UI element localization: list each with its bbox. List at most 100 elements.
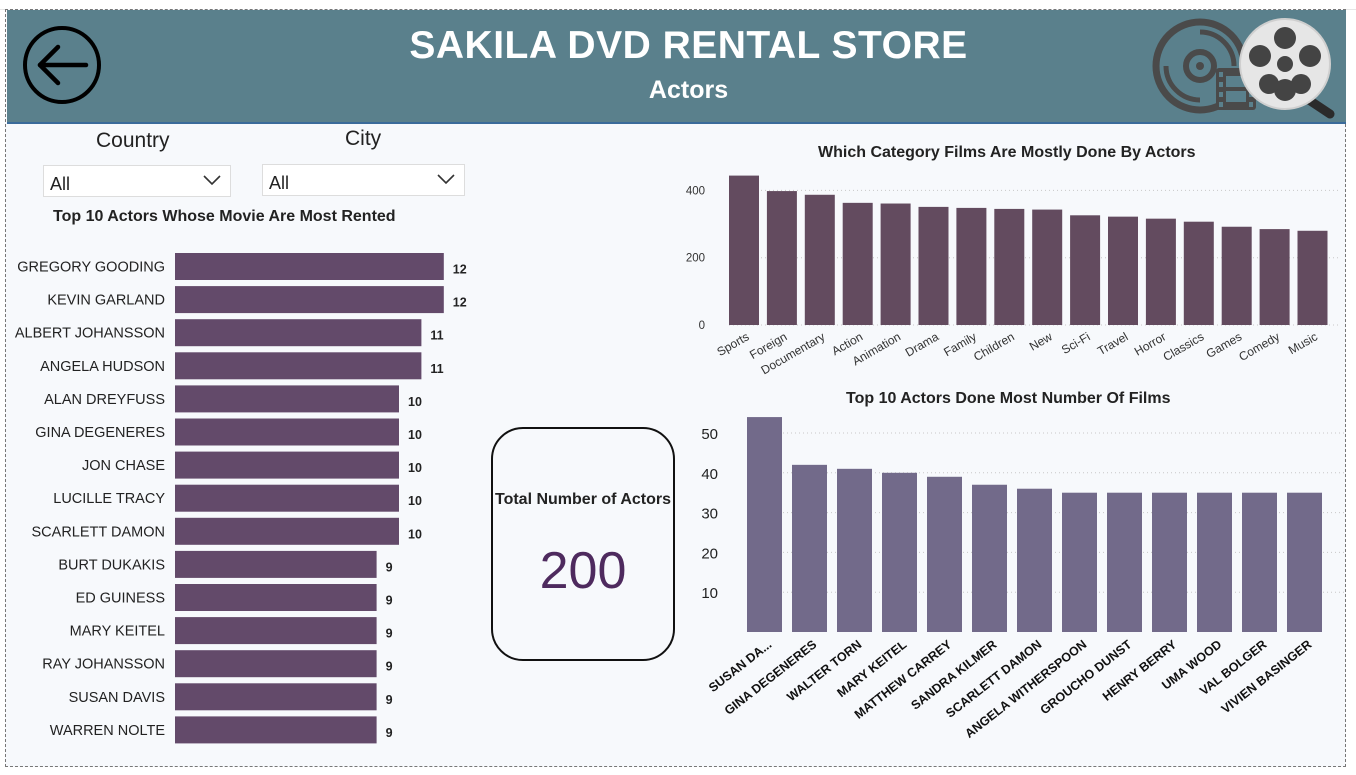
bar[interactable] — [927, 476, 962, 632]
bar[interactable] — [175, 319, 422, 347]
bar[interactable] — [1297, 230, 1328, 325]
bar[interactable] — [1152, 492, 1187, 632]
x-tick-label: Sci-Fi — [1059, 329, 1093, 356]
bar[interactable] — [729, 175, 759, 325]
bar[interactable] — [972, 484, 1007, 632]
data-label: 9 — [386, 693, 393, 707]
y-tick-label: GINA DEGENERES — [35, 425, 165, 441]
bar[interactable] — [175, 385, 399, 413]
y-tick-label: BURT DUKAKIS — [58, 557, 165, 573]
page-subtitle: Actors — [648, 76, 729, 104]
data-label: 12 — [453, 296, 467, 310]
city-dropdown-value: All — [269, 173, 290, 193]
total-actors-card: Total Number of Actors 200 — [491, 427, 675, 661]
bar[interactable] — [792, 464, 827, 632]
y-tick-label: 30 — [701, 506, 718, 523]
data-label: 10 — [408, 461, 422, 475]
bar[interactable] — [175, 286, 444, 314]
bar[interactable] — [175, 716, 377, 744]
data-label: 9 — [386, 660, 393, 674]
country-dropdown-value: All — [50, 174, 71, 194]
bar[interactable] — [918, 206, 949, 325]
y-tick-label: SUSAN DAVIS — [69, 690, 165, 706]
y-tick-label: 40 — [701, 466, 718, 483]
bar[interactable] — [175, 517, 399, 545]
bar[interactable] — [175, 352, 422, 380]
y-tick-label: JON CHASE — [82, 458, 165, 474]
data-label: 9 — [386, 560, 393, 574]
y-tick-label: KEVIN GARLAND — [47, 293, 165, 309]
bar[interactable] — [1107, 492, 1142, 632]
data-label: 11 — [430, 329, 443, 343]
y-tick-label: GREGORY GOODING — [17, 260, 165, 276]
bar[interactable] — [1017, 488, 1052, 632]
top-actors-rented-chart: GREGORY GOODING 12 KEVIN GARLAND 12 ALBERT J… — [15, 253, 467, 744]
data-label: 10 — [408, 395, 422, 409]
y-tick-label: 400 — [686, 185, 705, 197]
bar[interactable] — [956, 207, 987, 325]
chevron-down-icon[interactable] — [436, 171, 456, 187]
y-tick-label: 20 — [701, 545, 718, 562]
bar[interactable] — [882, 472, 917, 632]
country-dropdown[interactable]: All — [43, 165, 231, 197]
y-tick-label: SCARLETT DAMON — [32, 524, 165, 540]
data-label: 9 — [386, 726, 393, 740]
y-tick-label: 10 — [701, 585, 718, 602]
film-reel-logo-icon — [1152, 18, 1335, 119]
bar[interactable] — [766, 191, 797, 325]
bar[interactable] — [175, 617, 377, 645]
bar[interactable] — [1197, 492, 1232, 632]
bar[interactable] — [1259, 229, 1290, 325]
bar[interactable] — [837, 468, 872, 632]
city-filter-label: City — [345, 127, 382, 150]
bar[interactable] — [1242, 492, 1277, 632]
bar[interactable] — [1032, 209, 1063, 325]
city-dropdown[interactable]: All — [262, 164, 465, 196]
back-arrow-icon[interactable] — [22, 25, 102, 105]
kpi-label: Total Number of Actors — [494, 491, 671, 508]
y-tick-label: 50 — [701, 426, 718, 443]
bar[interactable] — [175, 584, 377, 611]
x-tick-label: Classics — [1161, 329, 1207, 363]
bar[interactable] — [994, 208, 1025, 325]
data-label: 10 — [408, 527, 422, 541]
bar[interactable] — [1070, 215, 1101, 325]
bar[interactable] — [175, 253, 444, 280]
bar[interactable] — [1108, 216, 1138, 325]
bar[interactable] — [1145, 218, 1176, 325]
report-header — [7, 10, 1346, 124]
y-tick-label: LUCILLE TRACY — [53, 491, 165, 507]
chart-title-top-actors-films: Top 10 Actors Done Most Number Of Films — [846, 390, 1171, 407]
chevron-down-icon[interactable] — [202, 172, 222, 188]
data-label: 12 — [453, 263, 467, 277]
bar[interactable] — [880, 203, 911, 325]
x-tick-label: Drama — [903, 329, 941, 359]
data-label: 9 — [386, 627, 393, 641]
x-tick-label: Travel — [1095, 329, 1130, 358]
y-tick-label: ED GUINESS — [76, 591, 165, 607]
bar[interactable] — [175, 550, 377, 578]
bar[interactable] — [747, 417, 782, 632]
bar[interactable] — [175, 484, 399, 512]
country-filter-label: Country — [96, 129, 170, 152]
bar[interactable] — [175, 650, 377, 678]
bar[interactable] — [1183, 221, 1214, 325]
bar[interactable] — [175, 418, 399, 446]
y-tick-label: 200 — [686, 253, 705, 265]
y-tick-label: ALBERT JOHANSSON — [15, 326, 165, 342]
bar[interactable] — [1062, 492, 1097, 632]
bar[interactable] — [175, 683, 377, 711]
x-tick-label: Music — [1286, 329, 1320, 357]
bar[interactable] — [1287, 492, 1322, 632]
bar[interactable] — [1221, 226, 1252, 325]
data-label: 9 — [386, 594, 393, 608]
bar[interactable] — [175, 451, 399, 479]
data-label: 10 — [408, 428, 422, 442]
chart-title-top-actors-rented: Top 10 Actors Whose Movie Are Most Rente… — [53, 208, 396, 225]
bar[interactable] — [842, 202, 873, 325]
bar[interactable] — [804, 194, 835, 325]
y-tick-label: 0 — [699, 320, 705, 332]
report-title: SAKILA DVD RENTAL STORE — [409, 24, 968, 67]
